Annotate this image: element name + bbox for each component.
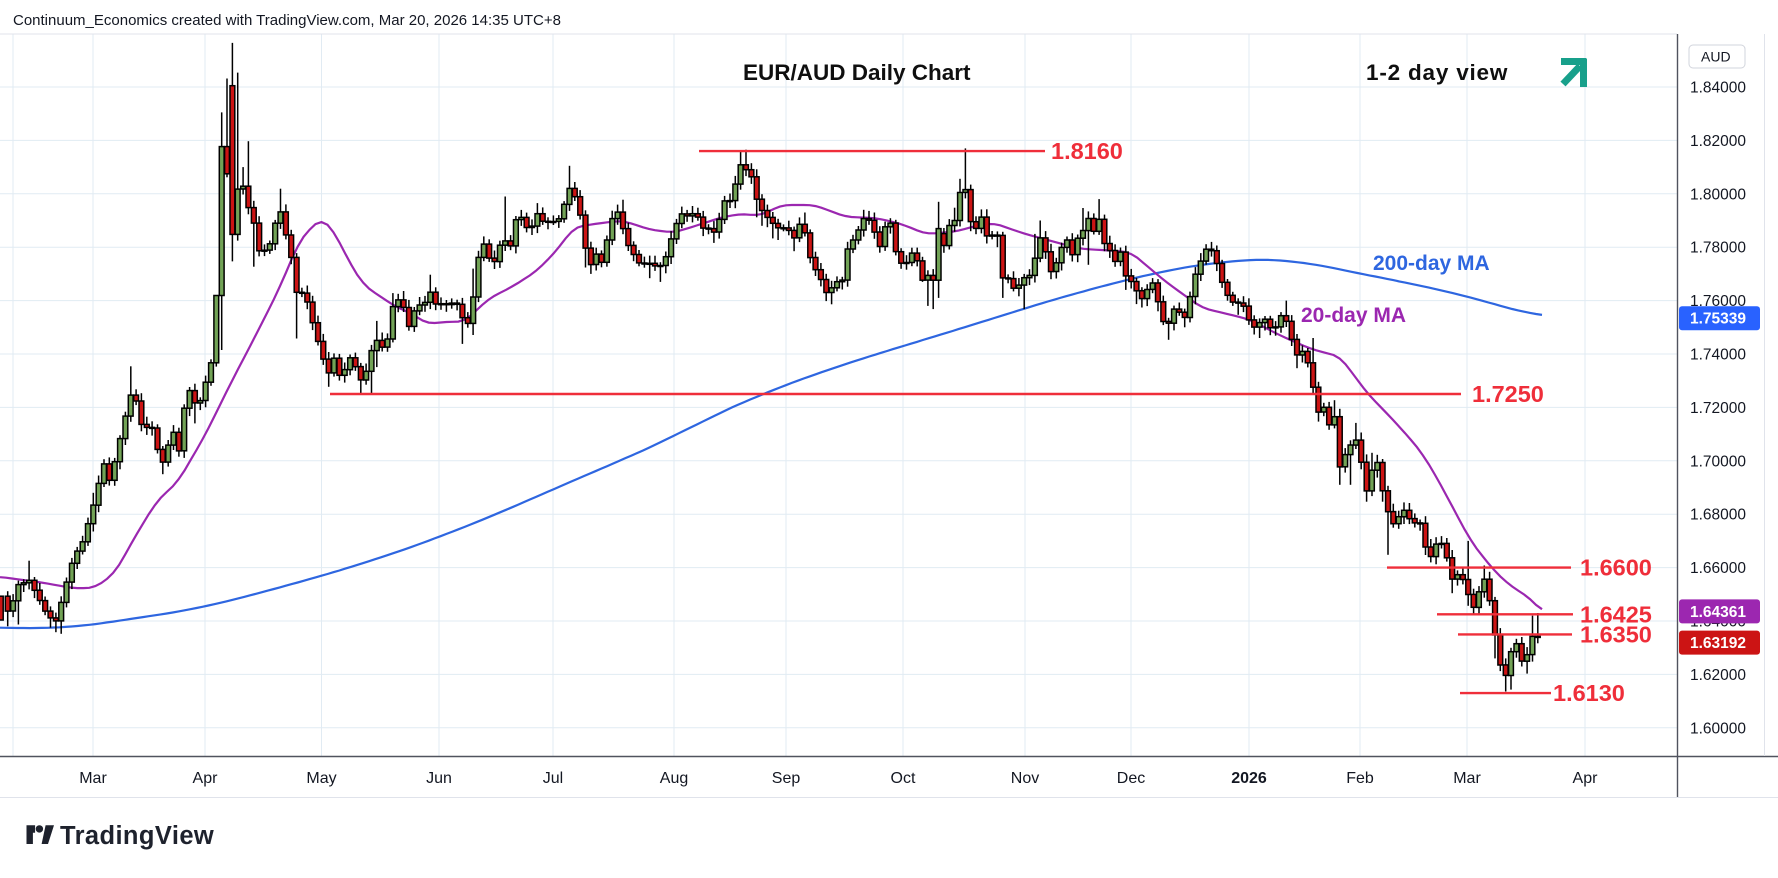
svg-text:1-2 day view: 1-2 day view xyxy=(1366,60,1508,85)
svg-text:Apr: Apr xyxy=(193,770,219,787)
svg-text:Nov: Nov xyxy=(1011,770,1039,787)
svg-text:200-day MA: 200-day MA xyxy=(1373,252,1490,275)
svg-text:1.62000: 1.62000 xyxy=(1690,667,1746,684)
svg-text:Sep: Sep xyxy=(772,770,801,787)
svg-text:1.72000: 1.72000 xyxy=(1690,400,1746,417)
svg-text:1.6425: 1.6425 xyxy=(1580,601,1652,627)
svg-text:1.68000: 1.68000 xyxy=(1690,507,1746,524)
svg-text:1.82000: 1.82000 xyxy=(1690,133,1746,150)
svg-text:1.63192: 1.63192 xyxy=(1690,635,1746,652)
svg-text:Mar: Mar xyxy=(79,770,107,787)
svg-text:1.60000: 1.60000 xyxy=(1690,720,1746,737)
svg-text:Oct: Oct xyxy=(891,770,916,787)
svg-text:1.74000: 1.74000 xyxy=(1690,347,1746,364)
svg-text:1.6350: 1.6350 xyxy=(1580,621,1652,647)
svg-text:Aug: Aug xyxy=(660,770,688,787)
svg-text:1.64361: 1.64361 xyxy=(1690,604,1746,621)
svg-text:EUR/AUD Daily Chart: EUR/AUD Daily Chart xyxy=(743,60,971,85)
svg-text:Apr: Apr xyxy=(1573,770,1599,787)
svg-text:1.78000: 1.78000 xyxy=(1690,240,1746,257)
svg-text:Jul: Jul xyxy=(543,770,563,787)
svg-text:Jun: Jun xyxy=(426,770,452,787)
svg-text:1.6600: 1.6600 xyxy=(1580,555,1652,581)
svg-text:1.84000: 1.84000 xyxy=(1690,80,1746,97)
svg-text:20-day MA: 20-day MA xyxy=(1301,304,1406,327)
svg-text:1.76000: 1.76000 xyxy=(1690,293,1746,310)
svg-text:Continuum_Economics created wi: Continuum_Economics created with Trading… xyxy=(13,12,561,29)
svg-text:2026: 2026 xyxy=(1231,770,1267,787)
svg-text:1.8160: 1.8160 xyxy=(1051,138,1123,164)
svg-text:TradingView: TradingView xyxy=(60,822,214,850)
svg-text:1.6130: 1.6130 xyxy=(1553,680,1625,706)
svg-text:AUD: AUD xyxy=(1701,49,1731,65)
svg-text:Mar: Mar xyxy=(1453,770,1481,787)
svg-text:Feb: Feb xyxy=(1346,770,1374,787)
svg-text:1.70000: 1.70000 xyxy=(1690,453,1746,470)
svg-text:1.66000: 1.66000 xyxy=(1690,560,1746,577)
svg-text:1.80000: 1.80000 xyxy=(1690,186,1746,203)
svg-text:1.7250: 1.7250 xyxy=(1472,381,1544,407)
svg-text:1.75339: 1.75339 xyxy=(1690,311,1746,328)
svg-text:May: May xyxy=(306,770,336,787)
svg-text:Dec: Dec xyxy=(1117,770,1145,787)
